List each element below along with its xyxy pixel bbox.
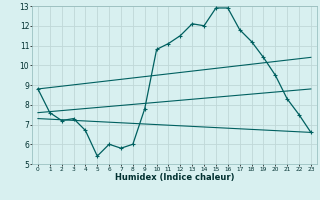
X-axis label: Humidex (Indice chaleur): Humidex (Indice chaleur) — [115, 173, 234, 182]
